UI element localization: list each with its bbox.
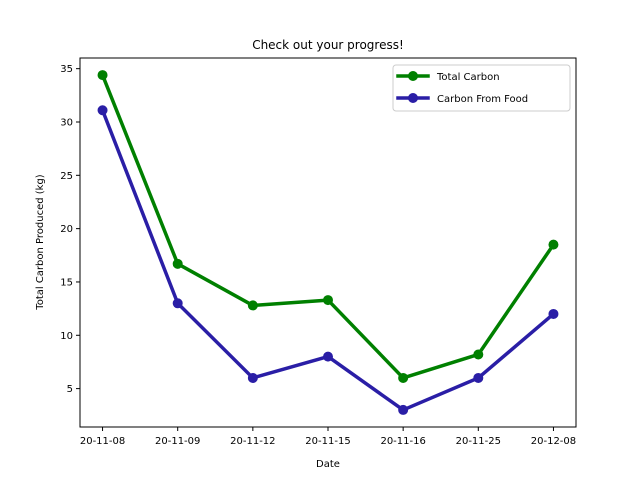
data-point-total-carbon — [548, 239, 559, 250]
legend-marker-carbon-from-food — [408, 93, 418, 103]
x-axis-ticks: 20-11-08 20-11-09 20-11-12 20-11-15 20-11-16… — [80, 427, 576, 447]
chart-title: Check out your progress! — [252, 38, 404, 52]
x-tick-label: 20-11-08 — [80, 436, 125, 447]
data-point-total-carbon — [473, 349, 484, 360]
data-point-total-carbon — [97, 70, 108, 81]
data-point-carbon-from-food — [323, 351, 333, 362]
x-tick-label: 20-11-12 — [230, 436, 275, 447]
x-axis-label: Date — [316, 459, 340, 470]
y-tick-label: 30 — [60, 117, 73, 128]
y-tick-label: 5 — [67, 384, 73, 395]
x-tick-label: 20-11-16 — [380, 436, 425, 447]
data-point-carbon-from-food — [398, 404, 409, 415]
y-tick-label: 25 — [60, 171, 73, 182]
data-point-total-carbon — [398, 372, 409, 383]
legend-label-total-carbon: Total Carbon — [436, 72, 500, 83]
x-tick-label: 20-11-09 — [155, 436, 200, 447]
y-tick-label: 20 — [60, 224, 73, 235]
legend-label-carbon-from-food: Carbon From Food — [437, 94, 528, 105]
data-point-total-carbon — [247, 300, 258, 311]
y-tick-label: 15 — [60, 277, 73, 288]
data-point-carbon-from-food — [247, 372, 258, 383]
y-tick-label: 35 — [60, 64, 73, 75]
legend: Total Carbon Carbon From Food — [392, 64, 571, 112]
x-tick-label: 20-11-25 — [456, 436, 501, 447]
y-axis-ticks: 5 10 15 20 25 30 35 — [60, 64, 80, 395]
series-layer — [97, 70, 559, 415]
x-tick-label: 20-12-08 — [531, 436, 576, 447]
data-point-carbon-from-food — [172, 298, 183, 309]
data-point-carbon-from-food — [548, 308, 559, 319]
legend-marker-total-carbon — [408, 71, 418, 81]
data-point-total-carbon — [323, 295, 333, 306]
y-tick-label: 10 — [60, 331, 73, 342]
y-axis-label: Total Carbon Produced (kg) — [35, 174, 46, 311]
data-point-total-carbon — [172, 258, 183, 269]
data-point-carbon-from-food — [473, 372, 484, 383]
x-tick-label: 20-11-15 — [305, 436, 350, 447]
data-point-carbon-from-food — [97, 105, 108, 116]
legend-box — [392, 64, 571, 112]
plot-area — [79, 57, 577, 428]
